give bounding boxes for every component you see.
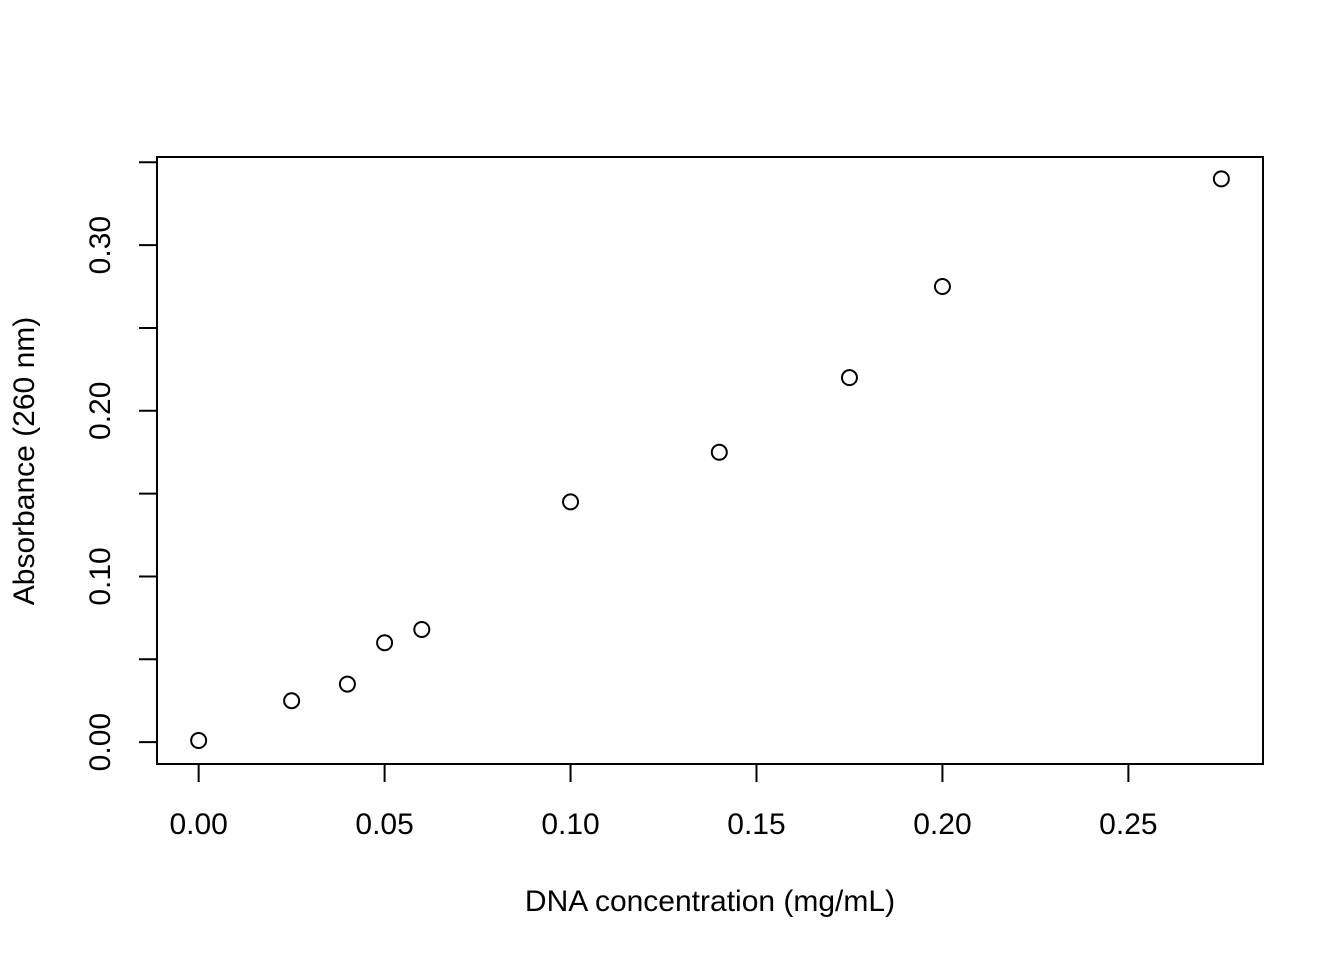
data-point xyxy=(933,278,951,296)
x-tick-label: 0.20 xyxy=(913,808,971,841)
data-point xyxy=(283,692,301,710)
data-point xyxy=(338,675,356,693)
x-axis-title: DNA concentration (mg/mL) xyxy=(525,885,895,918)
x-axis: 0.00 0.05 0.10 0.15 0.20 0.25 xyxy=(169,763,1158,841)
x-tick-label: 0.00 xyxy=(169,808,227,841)
data-point xyxy=(190,731,208,749)
data-point xyxy=(1212,170,1230,188)
data-point xyxy=(710,443,728,461)
data-points xyxy=(190,170,1230,749)
data-point xyxy=(840,369,858,387)
y-tick-label: 0.00 xyxy=(84,713,117,771)
x-tick-label: 0.25 xyxy=(1099,808,1157,841)
x-tick-label: 0.15 xyxy=(727,808,785,841)
data-point xyxy=(376,634,394,652)
plot-frame xyxy=(156,156,1264,765)
y-tick-label: 0.10 xyxy=(84,547,117,605)
y-axis-title: Absorbance (260 nm) xyxy=(8,317,41,606)
data-point xyxy=(413,620,431,638)
y-tick-label: 0.20 xyxy=(84,382,117,440)
x-tick-label: 0.10 xyxy=(541,808,599,841)
x-tick-label: 0.05 xyxy=(355,808,413,841)
y-axis: 0.00 0.10 0.20 0.30 xyxy=(84,161,158,771)
y-tick-label: 0.30 xyxy=(84,216,117,274)
data-point xyxy=(562,493,580,511)
